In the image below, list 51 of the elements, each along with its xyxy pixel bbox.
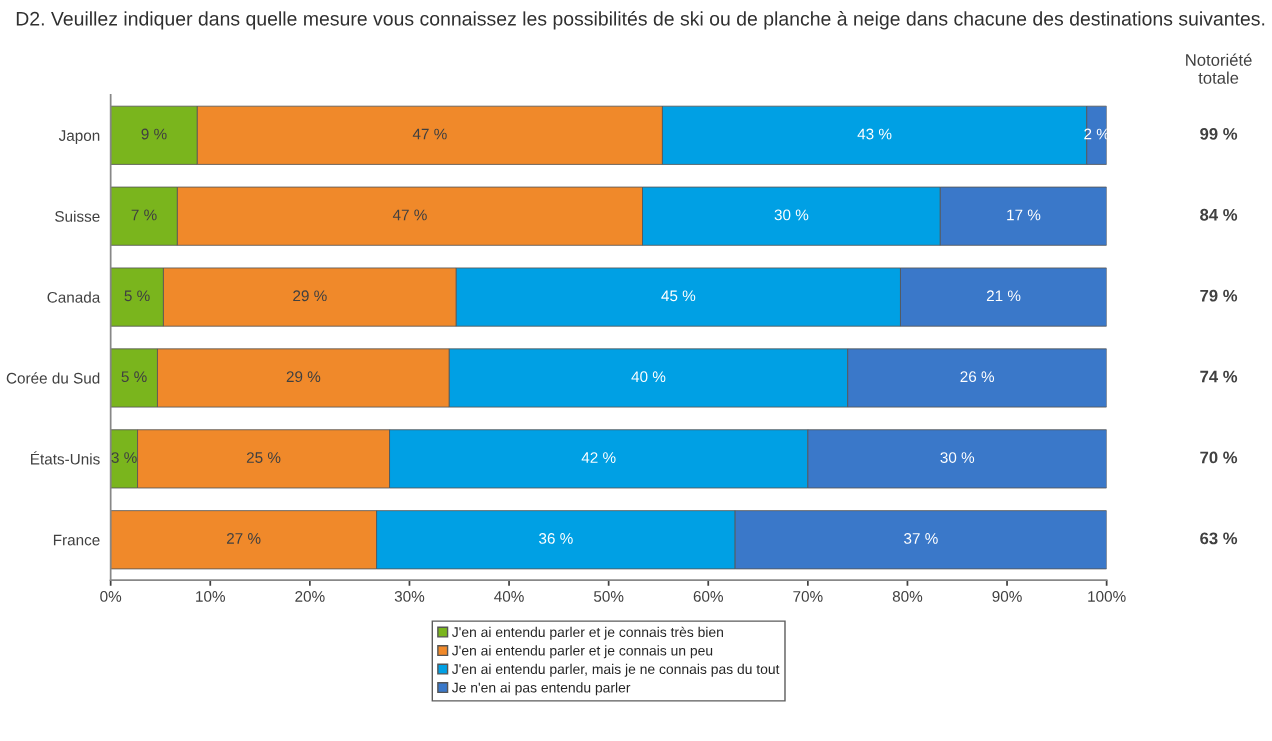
x-tick-label: 70%	[793, 591, 823, 602]
x-tick-label: 60%	[693, 591, 723, 602]
data-label: 36 %	[539, 533, 573, 544]
x-tick-label: 0%	[100, 591, 122, 602]
text: Notoriété totale	[1186, 53, 1252, 84]
legend-label: J'en ai entendu parler et je connais un peu	[451, 645, 713, 659]
data-label: 29 %	[286, 371, 321, 383]
x-tick-label: 20%	[295, 591, 325, 602]
x-tick-label: 40%	[494, 591, 524, 602]
legend-label: J'en ai entendu parler et je connais très bien	[451, 626, 723, 640]
y-tick-label: États-Unis	[31, 451, 100, 465]
chart-title: D2. Veuillez indiquer dans quelle mesure vous connaissez les possibilités de ski ou de planche à neige dans chacune des destinations suivantes.	[16, 11, 1265, 30]
y-tick-label: Canada	[47, 291, 101, 303]
data-label: 30 %	[940, 452, 975, 463]
text: 84 %	[1200, 208, 1238, 221]
data-label: 7 %	[131, 209, 157, 221]
data-label: 43 %	[857, 128, 892, 140]
x-tick-label: 90%	[992, 591, 1022, 602]
data-label: 5 %	[124, 290, 150, 302]
data-label: 42 %	[581, 452, 616, 463]
data-label: 40 %	[631, 371, 666, 383]
data-label: 30 %	[774, 209, 809, 221]
data-label: 37 %	[904, 533, 938, 544]
x-tick-label: 30%	[394, 591, 425, 602]
data-label: 47 %	[392, 209, 427, 221]
data-label: 47 %	[412, 128, 447, 140]
text: 63 %	[1200, 532, 1238, 545]
y-tick-label: Suisse	[55, 210, 100, 222]
data-label: 21 %	[986, 290, 1021, 302]
data-label: 25 %	[246, 452, 281, 463]
data-label: 9 %	[141, 128, 167, 140]
text: 70 %	[1200, 451, 1238, 464]
text: 79 %	[1200, 289, 1238, 302]
text: 74 %	[1200, 370, 1238, 383]
x-tick-label: 10%	[196, 591, 226, 602]
data-label: 17 %	[1007, 209, 1041, 221]
legend-label: Je n'en ai pas entendu parler	[451, 682, 631, 696]
legend-label: J'en ai entendu parler, mais je ne connais pas du tout	[451, 663, 780, 677]
x-tick-label: 80%	[892, 591, 923, 602]
x-tick-label: 100%	[1088, 591, 1126, 602]
y-tick-label: Japon	[58, 130, 100, 144]
data-label: 29 %	[293, 290, 327, 302]
data-label: 5 %	[121, 371, 147, 383]
x-tick-label: 50%	[593, 591, 624, 602]
data-label: 3 %	[111, 452, 137, 463]
data-label: 45 %	[661, 290, 696, 302]
text: 99 %	[1200, 127, 1238, 140]
y-tick-label: Corée du Sud	[6, 372, 100, 384]
y-tick-label: France	[53, 534, 100, 546]
data-label: 27 %	[226, 533, 261, 544]
data-label: 26 %	[960, 371, 995, 383]
